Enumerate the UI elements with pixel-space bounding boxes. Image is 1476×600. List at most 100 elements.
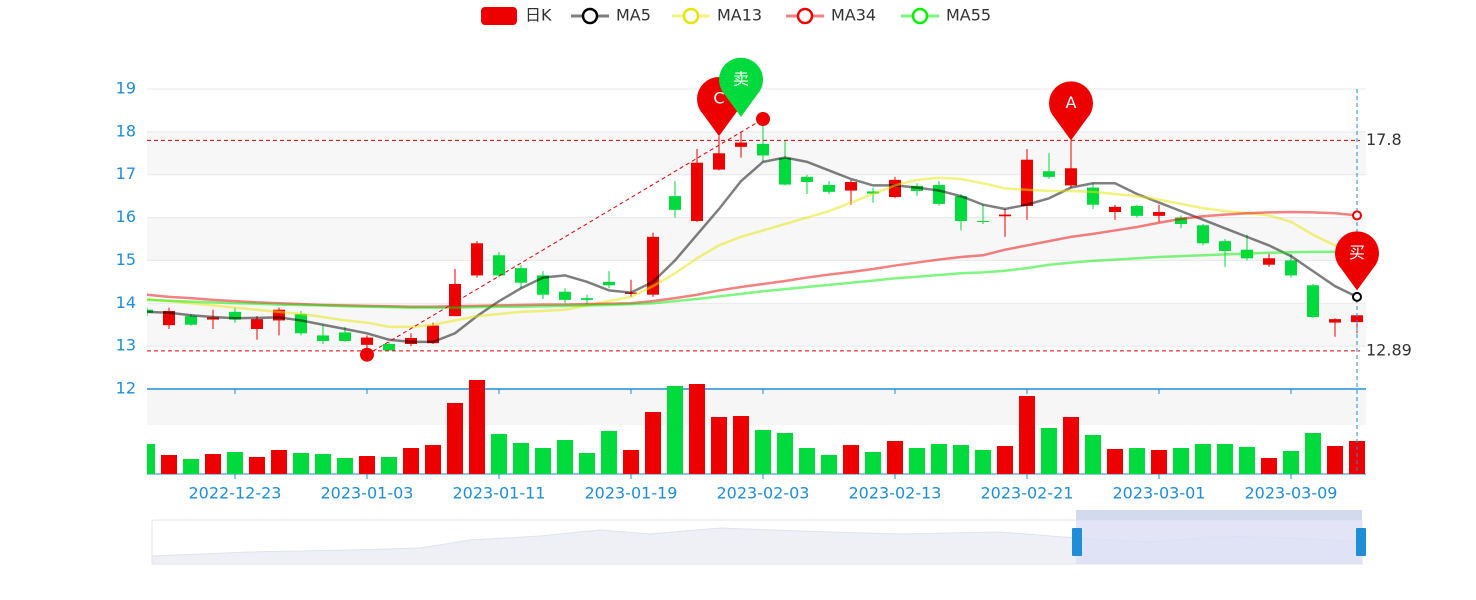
legend-icon	[581, 7, 599, 25]
volume-bar	[425, 445, 441, 474]
y-tick-label: 13	[116, 336, 136, 355]
volume-bar	[249, 457, 265, 474]
volume-bar	[535, 448, 551, 474]
x-tick-label: 2023-02-03	[717, 484, 810, 503]
y-tick-label: 17	[116, 164, 136, 183]
volume-bar	[513, 443, 529, 474]
mark-line-label: 17.8	[1366, 130, 1402, 149]
x-tick-label: 2023-01-03	[321, 484, 414, 503]
candle-body	[603, 281, 615, 286]
candle-body	[427, 325, 439, 344]
candle-body	[977, 221, 989, 222]
candle-body	[361, 337, 373, 345]
candle-body	[229, 311, 241, 320]
pin-label: A	[1066, 93, 1077, 112]
volume-bar	[601, 431, 617, 474]
volume-bar	[887, 441, 903, 474]
min-point	[360, 347, 374, 362]
candle-body	[1131, 206, 1143, 216]
candle-body	[999, 214, 1011, 217]
volume-bar	[557, 440, 573, 474]
volume-band	[147, 390, 1366, 425]
candle-body	[845, 182, 857, 191]
candle-body	[1351, 315, 1363, 323]
volume-bar	[1151, 450, 1167, 474]
pin	[1335, 231, 1380, 291]
volume-bar	[161, 455, 177, 474]
ma-hover-point	[1352, 291, 1362, 302]
y-tick-label: 16	[116, 207, 136, 226]
ma-line	[147, 176, 1358, 329]
candle-body	[317, 335, 329, 341]
candle-body	[581, 298, 593, 300]
legend-label: MA34	[831, 6, 876, 25]
volume-bar	[1063, 417, 1079, 474]
volume-bar	[1305, 433, 1321, 474]
legend-item[interactable]: MA55	[901, 6, 991, 25]
volume-bar	[733, 416, 749, 474]
candle-body	[955, 196, 967, 221]
volume-bar	[579, 453, 595, 474]
volume-bar	[1349, 441, 1365, 474]
volume-bar	[271, 450, 287, 474]
candle-body	[933, 185, 945, 204]
legend-icon	[481, 7, 517, 25]
candle-body	[1285, 260, 1297, 276]
legend-item[interactable]: MA34	[786, 6, 876, 25]
candle-body	[185, 316, 197, 325]
volume-bar	[623, 450, 639, 474]
data-zoom[interactable]	[151, 510, 1366, 565]
candle-body	[713, 153, 725, 170]
candle-body	[515, 268, 527, 283]
pin-label: C	[713, 89, 724, 108]
legend-icon	[682, 7, 700, 25]
candle-body	[1263, 258, 1275, 265]
volume-bar	[931, 444, 947, 474]
volume-bar	[1261, 458, 1277, 474]
zoom-handle[interactable]	[1356, 528, 1366, 556]
candle-body	[1153, 212, 1165, 216]
ma-hover-point	[1352, 210, 1362, 221]
legend-item[interactable]: MA13	[672, 6, 762, 25]
volume-bar	[909, 448, 925, 474]
candle-body	[823, 185, 835, 192]
candle-body	[669, 196, 681, 210]
candle-body	[207, 317, 219, 320]
legend-item[interactable]: MA5	[571, 6, 651, 25]
volume-bar	[1327, 446, 1343, 474]
legend-label: MA5	[616, 6, 651, 25]
volume-bar	[491, 434, 507, 474]
volume-bar	[403, 448, 419, 474]
y-tick-label: 19	[116, 79, 136, 98]
legend-item[interactable]: 日K	[481, 6, 552, 26]
volume-bar	[1085, 435, 1101, 474]
candle-body	[1307, 285, 1319, 317]
x-tick-label: 2023-03-09	[1245, 484, 1338, 503]
volume-bar	[1041, 428, 1057, 474]
volume-bar	[953, 445, 969, 474]
mark-line-label: 12.89	[1366, 340, 1412, 359]
zoom-move-bar[interactable]	[1076, 510, 1362, 520]
volume-bar	[975, 450, 991, 474]
volume-bar	[689, 384, 705, 474]
volume-bar	[799, 448, 815, 474]
x-tick-label: 2023-01-19	[585, 484, 678, 503]
volume-bar	[469, 380, 485, 474]
candle-body	[163, 311, 175, 326]
candle-body	[339, 332, 351, 341]
zoom-selection[interactable]	[1076, 520, 1362, 564]
candle-body	[1043, 171, 1055, 177]
candle-body	[559, 291, 571, 300]
candle-body	[867, 191, 879, 194]
split-area	[147, 303, 1366, 347]
candle-body	[1219, 241, 1231, 251]
legend-icon	[911, 7, 929, 25]
candle-body	[1329, 319, 1341, 323]
legend-icon	[796, 7, 814, 25]
legend-label: 日K	[525, 6, 552, 25]
x-tick-label: 2023-01-11	[453, 484, 546, 503]
split-area	[147, 217, 1366, 261]
zoom-handle[interactable]	[1072, 528, 1082, 556]
candle-body	[1065, 168, 1077, 186]
candle-body	[801, 176, 813, 182]
